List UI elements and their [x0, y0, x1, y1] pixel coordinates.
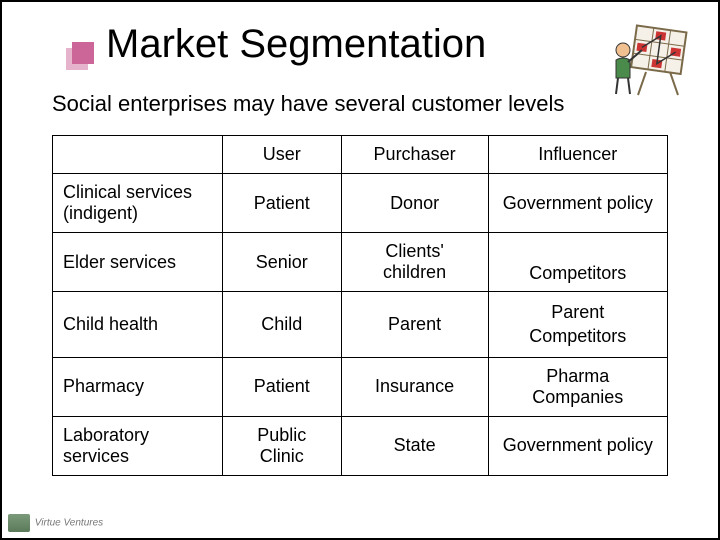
row-label: Pharmacy: [53, 357, 223, 416]
header-user: User: [223, 136, 342, 174]
table-header-row: User Purchaser Influencer: [53, 136, 668, 174]
cell-purchaser: Donor: [341, 174, 488, 233]
row-label: Clinical services (indigent): [53, 174, 223, 233]
cell-influencer: Parent Competitors: [488, 292, 667, 358]
cell-user: Patient: [223, 174, 342, 233]
slide-title: Market Segmentation: [106, 22, 486, 67]
header-purchaser: Purchaser: [341, 136, 488, 174]
cell-purchaser: Parent: [341, 292, 488, 358]
cell-user: Child: [223, 292, 342, 358]
logo-text: Virtue Ventures: [35, 518, 103, 529]
cell-user: Senior: [223, 233, 342, 292]
table-row: Laboratory services Public Clinic State …: [53, 416, 668, 475]
table-row: Pharmacy Patient Insurance Pharma Compan…: [53, 357, 668, 416]
logo-badge-icon: [8, 514, 30, 532]
chart-clipart-icon: [598, 20, 688, 100]
cell-influencer: Government policy: [488, 174, 667, 233]
table-row: Elder services Senior Clients' children …: [53, 233, 668, 292]
row-label: Laboratory services: [53, 416, 223, 475]
cell-influencer: Pharma Companies: [488, 357, 667, 416]
header-blank: [53, 136, 223, 174]
cell-influencer: Competitors: [488, 233, 667, 292]
cell-user: Public Clinic: [223, 416, 342, 475]
cell-text: Competitors: [529, 263, 626, 283]
cell-purchaser: State: [341, 416, 488, 475]
cell-influencer: Government policy: [488, 416, 667, 475]
row-label: Elder services: [53, 233, 223, 292]
title-row: Market Segmentation: [42, 22, 678, 67]
header-influencer: Influencer: [488, 136, 667, 174]
cell-purchaser: Insurance: [341, 357, 488, 416]
footer-logo: Virtue Ventures: [8, 514, 103, 532]
cell-purchaser: Clients' children: [341, 233, 488, 292]
row-label: Child health: [53, 292, 223, 358]
slide-subtitle: Social enterprises may have several cust…: [52, 91, 678, 117]
table-row: Clinical services (indigent) Patient Don…: [53, 174, 668, 233]
segmentation-table: User Purchaser Influencer Clinical servi…: [52, 135, 668, 476]
slide: Market Segmentation Social enterprises m…: [0, 0, 720, 540]
bullet-icon: [72, 42, 94, 64]
table-container: User Purchaser Influencer Clinical servi…: [52, 135, 668, 476]
cell-user: Patient: [223, 357, 342, 416]
table-row: Child health Child Parent Parent Competi…: [53, 292, 668, 358]
